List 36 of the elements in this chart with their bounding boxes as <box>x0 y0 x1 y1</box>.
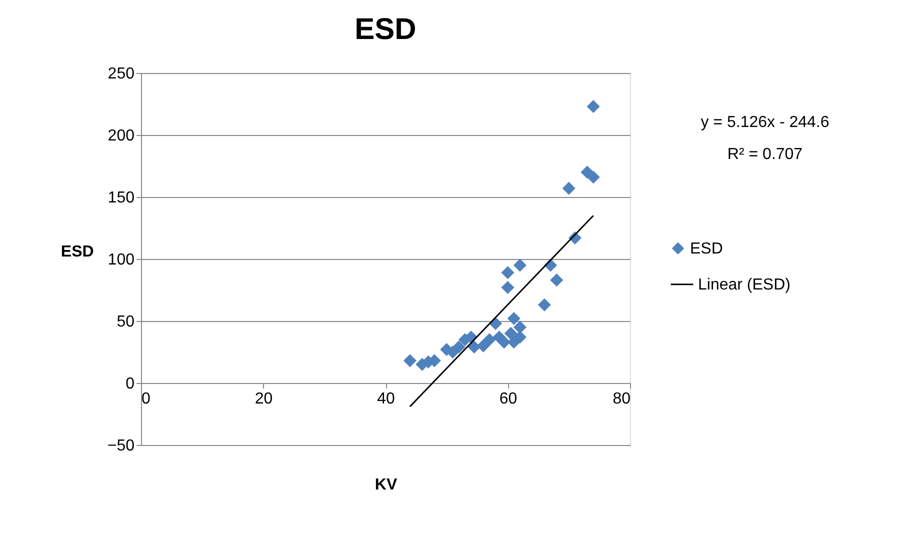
point <box>550 274 564 287</box>
y-tick-label: 0 <box>126 376 135 392</box>
point <box>513 320 526 334</box>
point <box>562 182 576 195</box>
point <box>586 100 600 113</box>
x-tick-label: 0 <box>142 390 150 408</box>
y-tick-label: 250 <box>108 66 135 82</box>
x-tick-label: 20 <box>254 390 273 408</box>
point <box>513 258 526 272</box>
y-tick-label: 150 <box>108 190 135 206</box>
point <box>501 266 514 280</box>
y-tick-label: 200 <box>108 128 135 144</box>
text: y = 5.126x - 244.6 <box>700 114 830 131</box>
legend-label: ESD <box>690 240 723 258</box>
y-tick-label: 50 <box>116 314 135 330</box>
point <box>507 336 520 349</box>
point <box>507 312 520 326</box>
point <box>452 340 466 354</box>
x-tick-label: 80 <box>612 390 631 408</box>
x-tick-label: 60 <box>499 390 518 408</box>
point <box>504 326 518 340</box>
text: R² = 0.707 <box>727 146 803 163</box>
point <box>498 336 511 349</box>
point <box>476 339 490 352</box>
y-axis-title: ESD <box>60 244 94 260</box>
point <box>586 170 600 184</box>
y-tick-label: −50 <box>107 438 135 454</box>
point <box>501 281 514 294</box>
chart-title: ESD <box>354 13 416 46</box>
y-tick-label: 100 <box>108 252 135 268</box>
point <box>538 298 551 312</box>
x-tick-label: 40 <box>377 390 395 408</box>
point <box>403 354 416 368</box>
point <box>482 333 496 346</box>
legend-label: Linear (ESD) <box>698 276 790 294</box>
x-axis-title: KV <box>374 476 398 494</box>
